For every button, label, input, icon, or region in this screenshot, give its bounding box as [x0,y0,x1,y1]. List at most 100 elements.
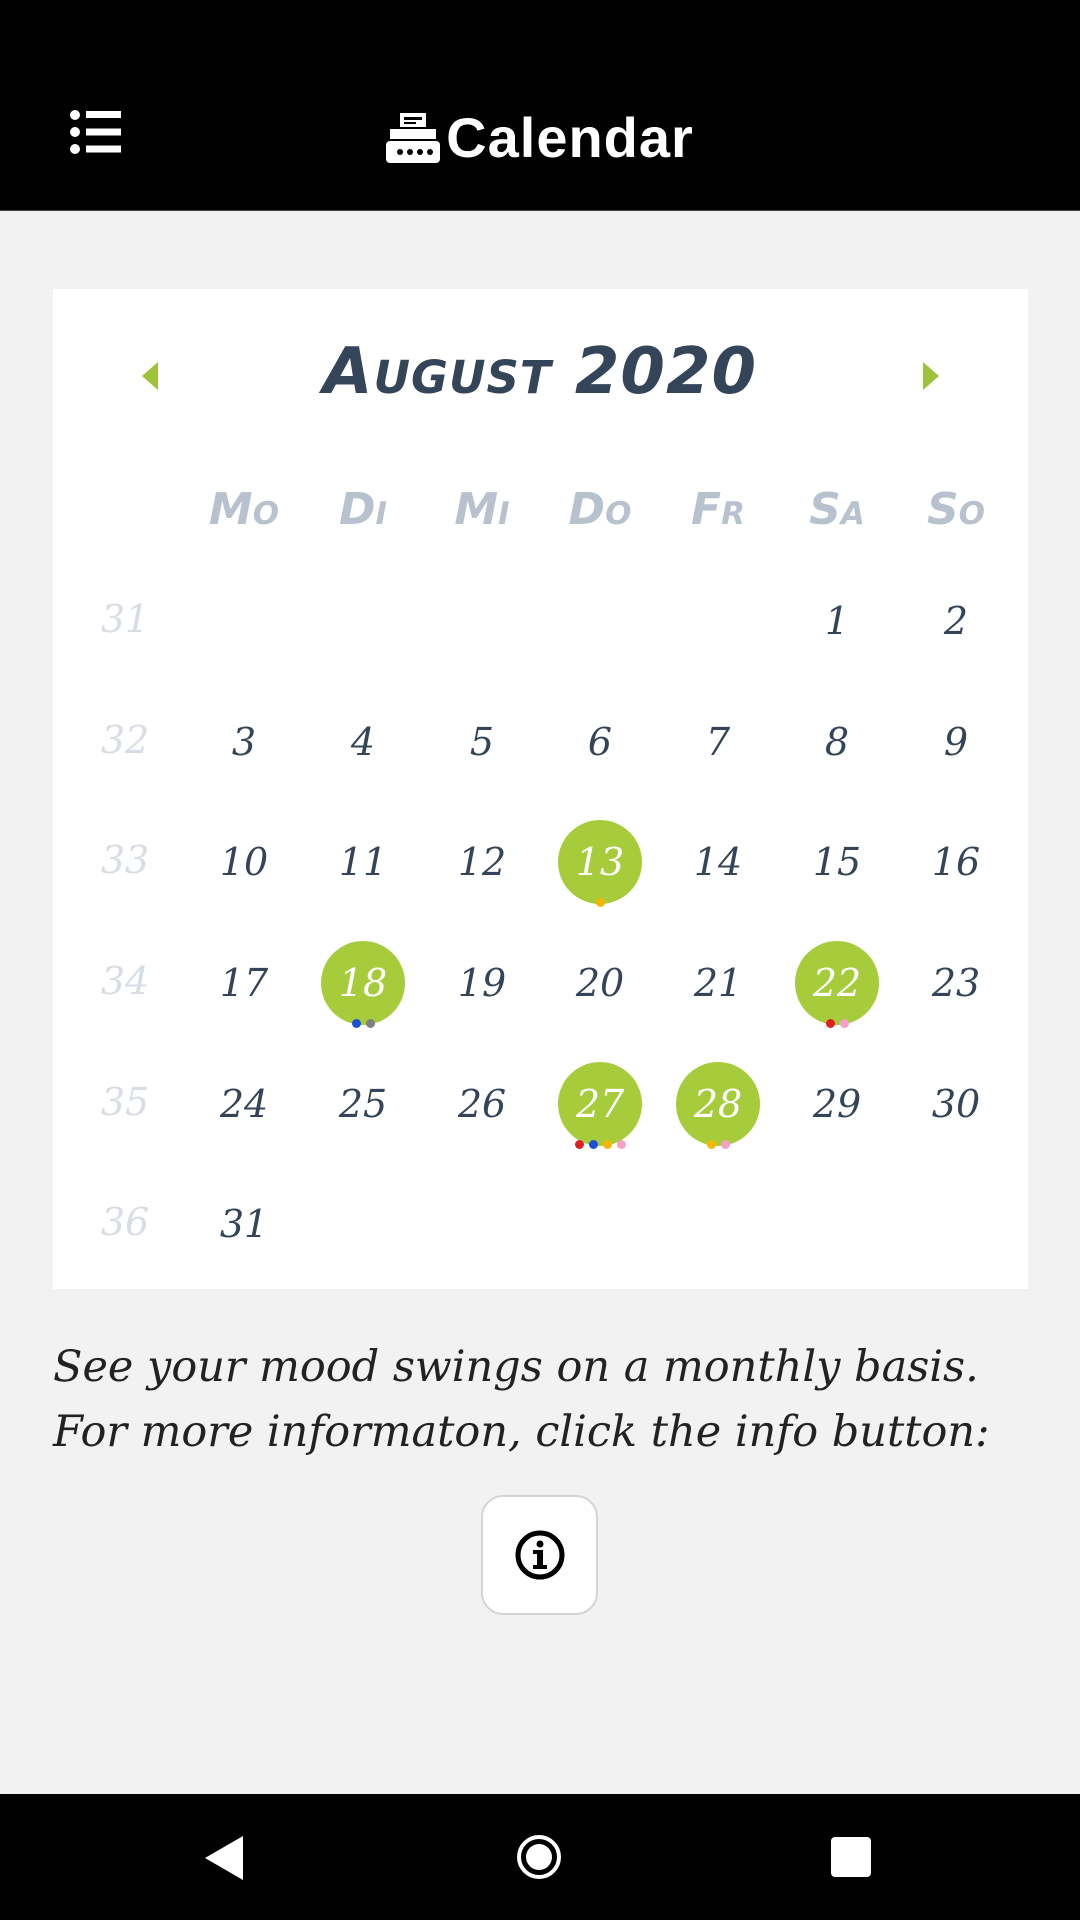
week-number: 32 [100,718,150,762]
calendar-day-23[interactable]: 23 [914,941,998,1025]
mood-dot [616,1140,626,1149]
mood-dot [351,1019,361,1028]
calendar-day-26[interactable]: 26 [440,1062,524,1146]
weekday-do: Do [568,484,632,535]
day-number: 15 [812,840,862,884]
calendar-day-8[interactable]: 8 [795,700,879,784]
calendar-day-15[interactable]: 15 [795,820,879,904]
day-number: 31 [219,1202,269,1246]
calendar-day-21[interactable]: 21 [676,941,760,1025]
day-number: 30 [931,1082,981,1126]
calendar-day-6[interactable]: 6 [558,700,642,784]
mood-dot [825,1019,835,1028]
calendar-day-28[interactable]: 28 [676,1062,760,1149]
calendar-day-9[interactable]: 9 [914,700,998,784]
mood-dot [720,1140,730,1149]
calendar-day-18[interactable]: 18 [321,941,405,1028]
weekday-sa: Sa [809,484,865,535]
calendar-day-1[interactable]: 1 [795,579,879,663]
mood-dot [602,1140,612,1149]
day-number: 20 [575,961,625,1005]
recent-apps-icon[interactable] [831,1837,871,1877]
mood-dots [558,898,642,908]
calendar-day-13[interactable]: 13 [558,820,642,907]
mood-dot [595,898,605,907]
calendar-day-2[interactable]: 2 [914,579,998,663]
day-number: 4 [350,720,376,764]
calendar-day-20[interactable]: 20 [558,941,642,1025]
day-number: 12 [457,840,507,884]
page-title: Calendar [446,106,694,169]
calendar-day-30[interactable]: 30 [914,1062,998,1146]
next-month-icon[interactable] [923,362,939,390]
day-number: 1 [824,599,850,643]
month-title: August 2020 [322,335,758,409]
calendar-card [53,289,1028,1289]
day-number: 25 [338,1082,388,1126]
weekday-di: Di [338,484,388,535]
app-bar: Calendar [0,0,1080,211]
day-number: 22 [812,961,862,1005]
calendar-day-14[interactable]: 14 [676,820,760,904]
mood-dot [839,1019,849,1028]
day-number: 13 [575,840,625,884]
weekday-mi: Mi [454,484,510,535]
info-button[interactable] [481,1495,598,1615]
calendar-day-27[interactable]: 27 [558,1062,642,1149]
day-number: 6 [587,720,613,764]
calendar-day-5[interactable]: 5 [440,700,524,784]
weekday-fr: Fr [691,484,745,535]
week-number: 31 [100,597,150,641]
weekday-mo: Mo [208,484,280,535]
weekday-so: So [926,484,986,535]
back-icon[interactable] [205,1836,243,1880]
day-number: 26 [457,1082,507,1126]
mood-dot [574,1140,584,1149]
day-number: 23 [931,961,981,1005]
day-number: 10 [219,840,269,884]
calendar-day-19[interactable]: 19 [440,941,524,1025]
calendar-day-10[interactable]: 10 [202,820,286,904]
typewriter-icon [386,112,441,163]
week-number: 34 [100,959,150,1003]
info-icon [515,1530,564,1580]
day-number: 14 [693,840,743,884]
calendar-day-29[interactable]: 29 [795,1062,879,1146]
calendar-day-16[interactable]: 16 [914,820,998,904]
mood-dot [588,1140,598,1149]
day-number: 8 [824,720,850,764]
calendar-day-22[interactable]: 22 [795,941,879,1028]
day-number: 2 [943,599,969,643]
list-icon [70,110,121,154]
app-title: Calendar [0,0,1080,210]
menu-button[interactable] [70,110,130,160]
description-text: See your mood swings on a monthly basis.… [53,1342,990,1457]
day-number: 27 [575,1082,625,1126]
day-number: 3 [231,720,257,764]
day-number: 11 [338,840,388,884]
mood-dots [676,1140,760,1150]
day-number: 29 [812,1082,862,1126]
calendar-day-7[interactable]: 7 [676,700,760,784]
mood-dots [321,1019,405,1029]
day-number: 21 [693,961,743,1005]
calendar-day-25[interactable]: 25 [321,1062,405,1146]
calendar-day-3[interactable]: 3 [202,700,286,784]
week-number: 33 [100,838,150,882]
home-icon[interactable] [517,1835,561,1879]
calendar-day-12[interactable]: 12 [440,820,524,904]
day-number: 24 [219,1082,269,1126]
calendar-day-11[interactable]: 11 [321,820,405,904]
calendar-day-17[interactable]: 17 [202,941,286,1025]
day-number: 18 [338,961,388,1005]
mood-dots [558,1140,642,1150]
calendar-day-4[interactable]: 4 [321,700,405,784]
calendar-day-24[interactable]: 24 [202,1062,286,1146]
week-number: 35 [100,1080,150,1124]
calendar-day-31[interactable]: 31 [202,1182,286,1266]
mood-dot [706,1140,716,1149]
day-number: 7 [705,720,731,764]
mood-dots [795,1019,879,1029]
week-number: 36 [100,1200,150,1244]
previous-month-icon[interactable] [142,362,158,390]
